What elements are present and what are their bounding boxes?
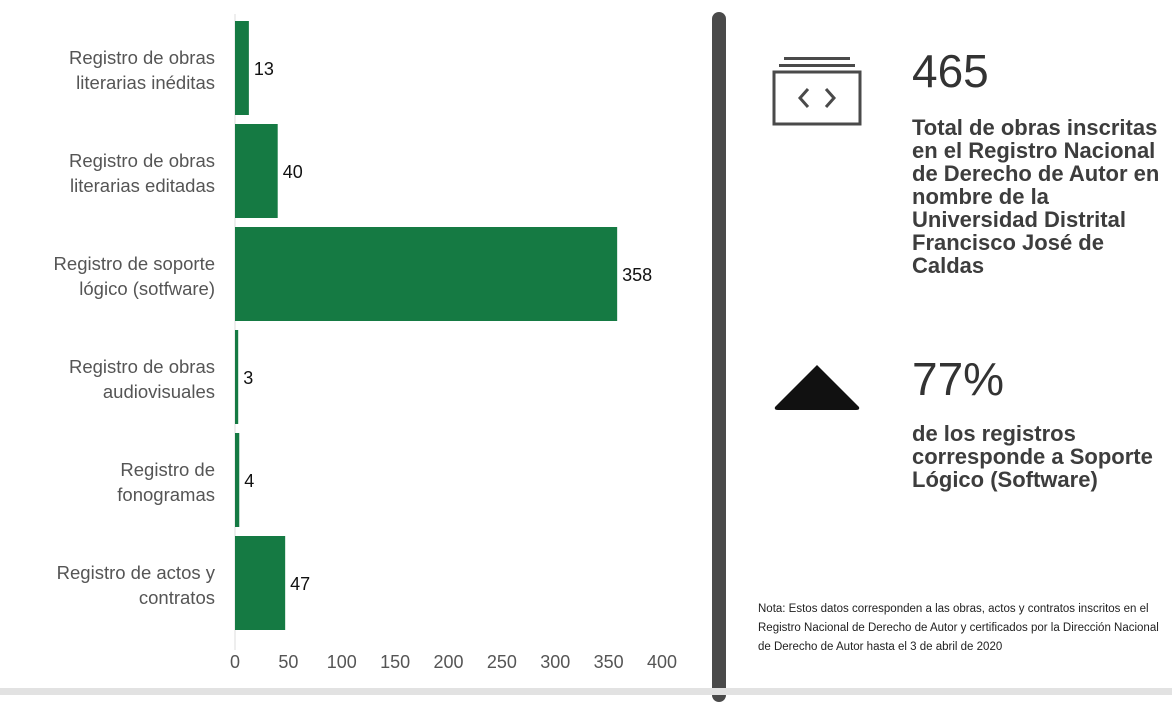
bar xyxy=(235,124,278,218)
bar-value-label: 3 xyxy=(243,368,253,388)
footnote: Nota: Estos datos corresponden a las obr… xyxy=(758,603,1159,653)
x-tick-label: 350 xyxy=(594,652,624,672)
share-description: de los registros corresponde a Soporte L… xyxy=(912,421,1153,492)
total-description: Total de obras inscritas en el Registro … xyxy=(912,115,1160,278)
panel-divider xyxy=(712,12,726,702)
category-label: Registro de obras literarias editadas xyxy=(69,150,215,196)
bar-value-label: 40 xyxy=(283,162,303,182)
x-tick-label: 300 xyxy=(540,652,570,672)
bottom-rule xyxy=(0,688,1172,695)
code-window-icon xyxy=(772,57,862,126)
triangle-up-icon xyxy=(774,365,860,410)
bar xyxy=(235,21,249,115)
x-tick-label: 50 xyxy=(278,652,298,672)
bar-value-label: 13 xyxy=(254,59,274,79)
x-tick-label: 100 xyxy=(327,652,357,672)
bar xyxy=(235,536,286,630)
x-tick-label: 200 xyxy=(433,652,463,672)
category-label: Registro de fonogramas xyxy=(117,459,215,505)
bar-value-label: 4 xyxy=(244,471,254,491)
bar-value-label: 358 xyxy=(622,265,652,285)
category-label: Registro de obras literarias inéditas xyxy=(69,47,215,93)
x-tick-label: 400 xyxy=(647,652,677,672)
bar xyxy=(235,330,239,424)
x-tick-label: 250 xyxy=(487,652,517,672)
bar xyxy=(235,227,618,321)
bar xyxy=(235,433,240,527)
category-label: Registro de actos y contratos xyxy=(57,562,216,608)
category-label: Registro de obras audiovisuales xyxy=(69,356,215,402)
share-number: 77% xyxy=(912,353,1005,405)
bar-value-label: 47 xyxy=(290,574,310,594)
total-number: 465 xyxy=(912,45,989,97)
category-label: Registro de soporte lógico (sotfware) xyxy=(54,253,215,299)
x-tick-label: 150 xyxy=(380,652,410,672)
x-tick-label: 0 xyxy=(230,652,240,672)
